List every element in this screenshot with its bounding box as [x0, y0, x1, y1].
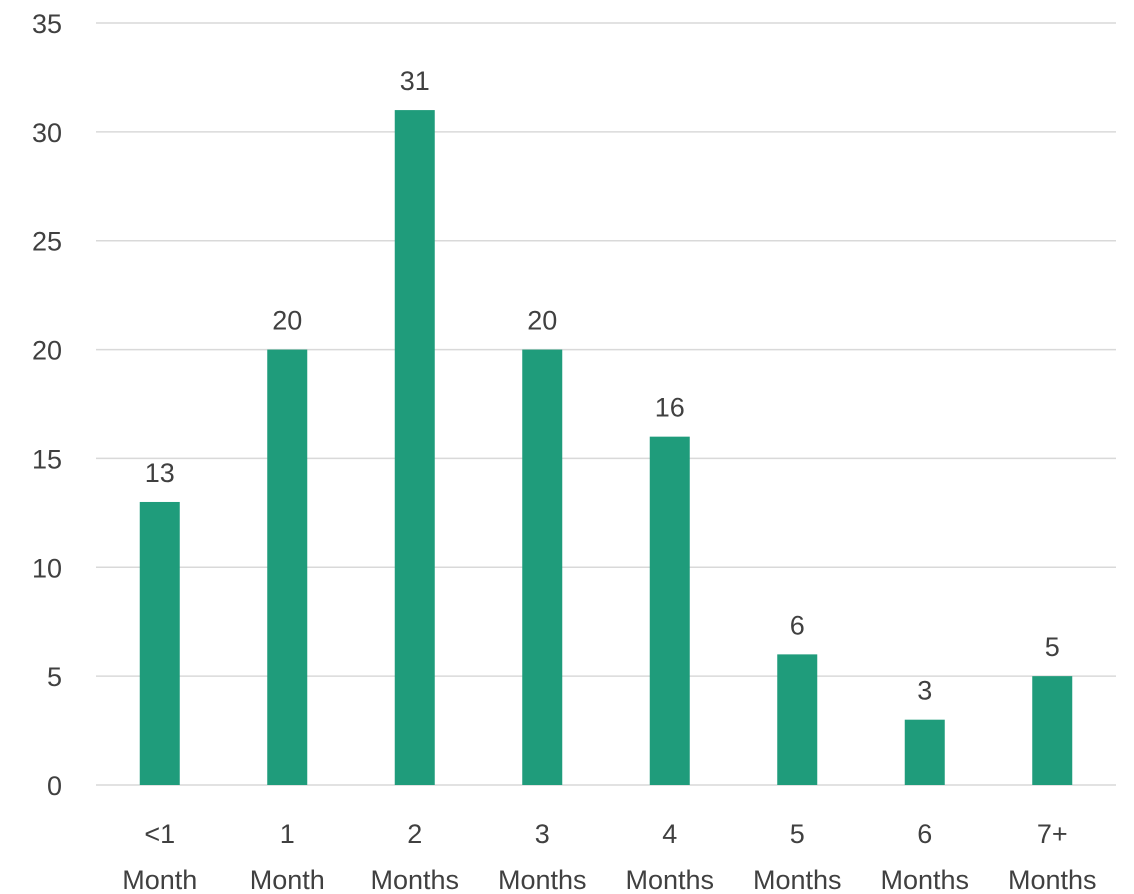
- y-axis-tick-labels: 0 5 10 15 20 25 30 35: [32, 9, 62, 801]
- data-labels: 13 20 31 20 16 6 3 5: [145, 66, 1060, 706]
- x-category-label: 7+: [1037, 819, 1068, 849]
- bar: [394, 110, 435, 786]
- data-label: 16: [655, 393, 685, 423]
- bar: [139, 501, 180, 785]
- x-category-label: 4: [662, 819, 677, 849]
- data-label: 20: [527, 306, 557, 336]
- y-tick-label: 25: [32, 227, 62, 257]
- x-category-label: 5: [790, 819, 805, 849]
- x-category-label: Months: [753, 865, 842, 894]
- x-category-label: Months: [370, 865, 459, 894]
- y-tick-label: 35: [32, 9, 62, 39]
- x-category-label: 1: [280, 819, 295, 849]
- x-category-label: Months: [1008, 865, 1097, 894]
- bar: [904, 719, 945, 785]
- y-tick-label: 0: [47, 771, 62, 801]
- bars: [139, 110, 1073, 786]
- x-category-label: Months: [498, 865, 587, 894]
- x-category-label: Month: [250, 865, 325, 894]
- x-category-label: Months: [880, 865, 969, 894]
- x-category-label: Months: [625, 865, 714, 894]
- y-tick-label: 15: [32, 444, 62, 474]
- bar: [267, 349, 308, 785]
- data-label: 13: [145, 458, 175, 488]
- data-label: 20: [272, 306, 302, 336]
- x-category-label: 2: [407, 819, 422, 849]
- x-category-label: Month: [122, 865, 197, 894]
- data-label: 31: [400, 66, 430, 96]
- data-label: 3: [917, 676, 932, 706]
- x-axis-category-labels: <1 Month 1 Month 2 Months 3 Months 4 Months 5 Month…: [122, 819, 1096, 894]
- y-tick-label: 5: [47, 662, 62, 692]
- y-tick-label: 20: [32, 336, 62, 366]
- x-category-label: 3: [535, 819, 550, 849]
- bar: [777, 654, 818, 785]
- data-label: 5: [1045, 632, 1060, 662]
- x-category-label: <1: [144, 819, 175, 849]
- x-category-label: 6: [917, 819, 932, 849]
- bar: [522, 349, 563, 785]
- bar: [1032, 676, 1073, 785]
- bar: [649, 436, 690, 785]
- y-tick-label: 10: [32, 553, 62, 583]
- y-tick-label: 30: [32, 118, 62, 148]
- gridlines: [96, 22, 1116, 786]
- data-label: 6: [790, 610, 805, 640]
